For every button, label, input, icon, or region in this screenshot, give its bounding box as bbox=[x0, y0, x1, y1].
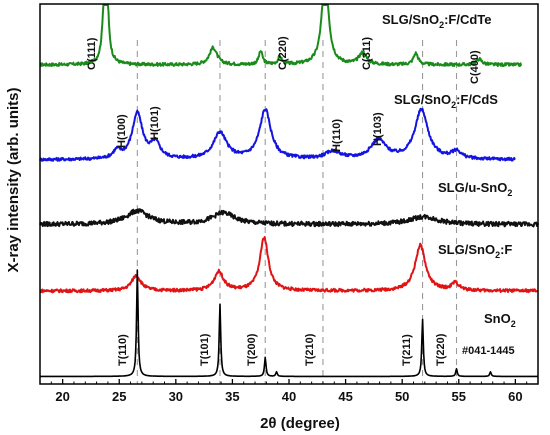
series-line-4 bbox=[39, 269, 539, 378]
peak-label-c311: C(311) bbox=[361, 37, 373, 70]
peak-label-t101: T(101) bbox=[199, 333, 211, 366]
x-tick-label: 50 bbox=[395, 389, 409, 404]
x-tick-label: 35 bbox=[225, 389, 239, 404]
peak-label-h103: H(103) bbox=[372, 112, 384, 146]
x-tick-label: 30 bbox=[169, 389, 183, 404]
x-axis-ticks: 20 25 30 35 40 45 50 55 60 bbox=[39, 379, 539, 404]
series-line-2 bbox=[39, 208, 539, 228]
series-label-cdte: SLG/SnO2:F/CdTe bbox=[382, 12, 492, 30]
x-tick-label: 60 bbox=[508, 389, 522, 404]
x-tick-label: 40 bbox=[282, 389, 296, 404]
peak-label-c111: C(111) bbox=[86, 37, 98, 70]
series-line-3 bbox=[39, 236, 539, 294]
x-tick-label: 20 bbox=[55, 389, 69, 404]
reference-code-label: #041-1445 bbox=[462, 345, 515, 357]
series-line-0 bbox=[39, 4, 522, 68]
peak-label-c220: C(220) bbox=[277, 36, 289, 70]
plot-series-group bbox=[39, 4, 539, 378]
peak-label-h110: H(110) bbox=[331, 119, 343, 152]
peak-label-t110: T(110) bbox=[117, 334, 129, 366]
series-label-usno2: SLG/u-SnO2 bbox=[438, 180, 512, 198]
series-label-sno2: SnO2 bbox=[484, 311, 516, 329]
peak-label-h101: H(101) bbox=[149, 106, 161, 140]
series-label-cds: SLG/SnO2:F/CdS bbox=[394, 92, 498, 110]
x-tick-label: 55 bbox=[452, 389, 466, 404]
peak-label-h100: H(100) bbox=[116, 114, 128, 148]
peak-label-t210: T(210) bbox=[304, 333, 316, 366]
peak-label-t211: T(211) bbox=[401, 334, 413, 366]
peak-label-c400: C(400) bbox=[469, 50, 481, 84]
peak-label-t200: T(200) bbox=[246, 333, 258, 366]
series-label-fto: SLG/SnO2:F bbox=[438, 242, 512, 260]
y-axis-title: X-ray intensity (arb. units) bbox=[5, 87, 22, 272]
series-line-1 bbox=[39, 107, 516, 162]
x-tick-label: 25 bbox=[112, 389, 126, 404]
peak-label-t220: T(220) bbox=[435, 333, 447, 366]
x-tick-label: 45 bbox=[338, 389, 352, 404]
x-axis-title: 2θ (degree) bbox=[260, 415, 340, 432]
